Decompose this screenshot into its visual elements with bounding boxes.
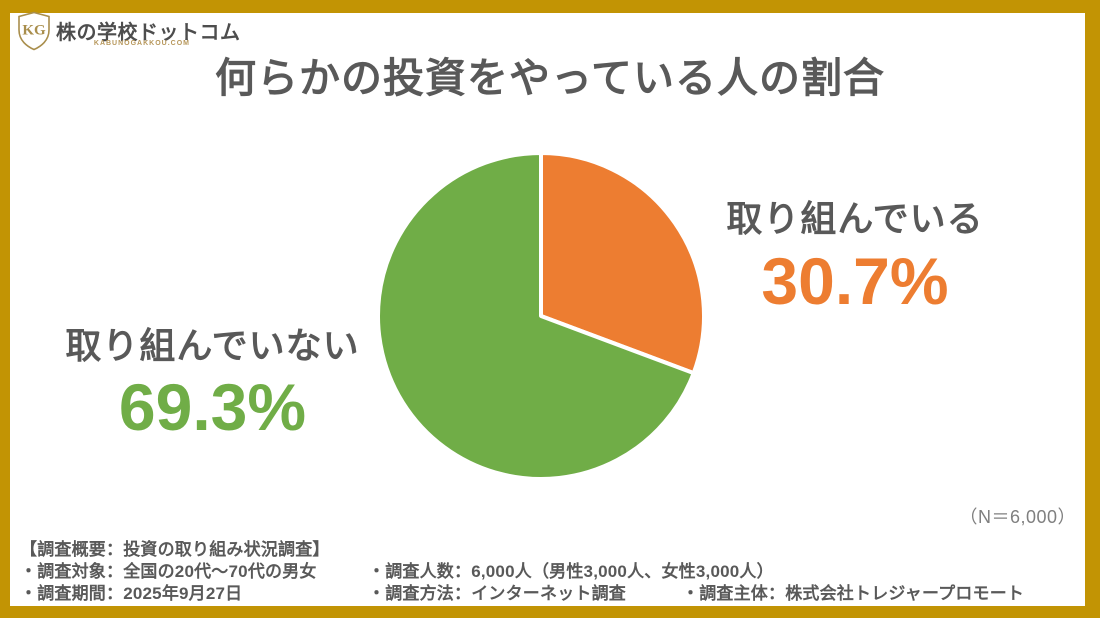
slice-label-not-doing: 取り組んでいない (65, 325, 360, 366)
survey-publisher: ・調査主体：株式会社トレジャープロモート (682, 584, 1025, 603)
pie-slice-1 (376, 151, 696, 481)
page-title: 何らかの投資をやっている人の割合 (215, 55, 885, 101)
shield-logo-icon: KG (18, 11, 50, 51)
pie-chart (376, 151, 706, 481)
brand-logo: KG 株の学校ドットコム KABUNOGAKKOU.COM (16, 11, 240, 55)
slice-label-doing: 取り組んでいる (726, 198, 984, 239)
slice-value-not-doing: 69.3% (118, 370, 307, 444)
survey-header: 【調査概要：投資の取り組み状況調査】 (20, 540, 330, 559)
brand-name: 株の学校ドットコム (56, 22, 241, 44)
survey-period: ・調査期間：2025年9月27日 (20, 584, 243, 603)
survey-people: ・調査人数：6,000人（男性3,000人、女性3,000人） (368, 562, 774, 581)
pie-slice-0 (539, 151, 706, 376)
slice-value-doing: 30.7% (761, 244, 949, 318)
brand-domain: KABUNOGAKKOU.COM (93, 40, 190, 47)
survey-method: ・調査方法：インターネット調査 (368, 584, 626, 603)
sample-size-note: （N＝6,000） (959, 507, 1076, 527)
survey-target: ・調査対象：全国の20代～70代の男女 (20, 562, 317, 581)
svg-text:KG: KG (22, 23, 46, 39)
